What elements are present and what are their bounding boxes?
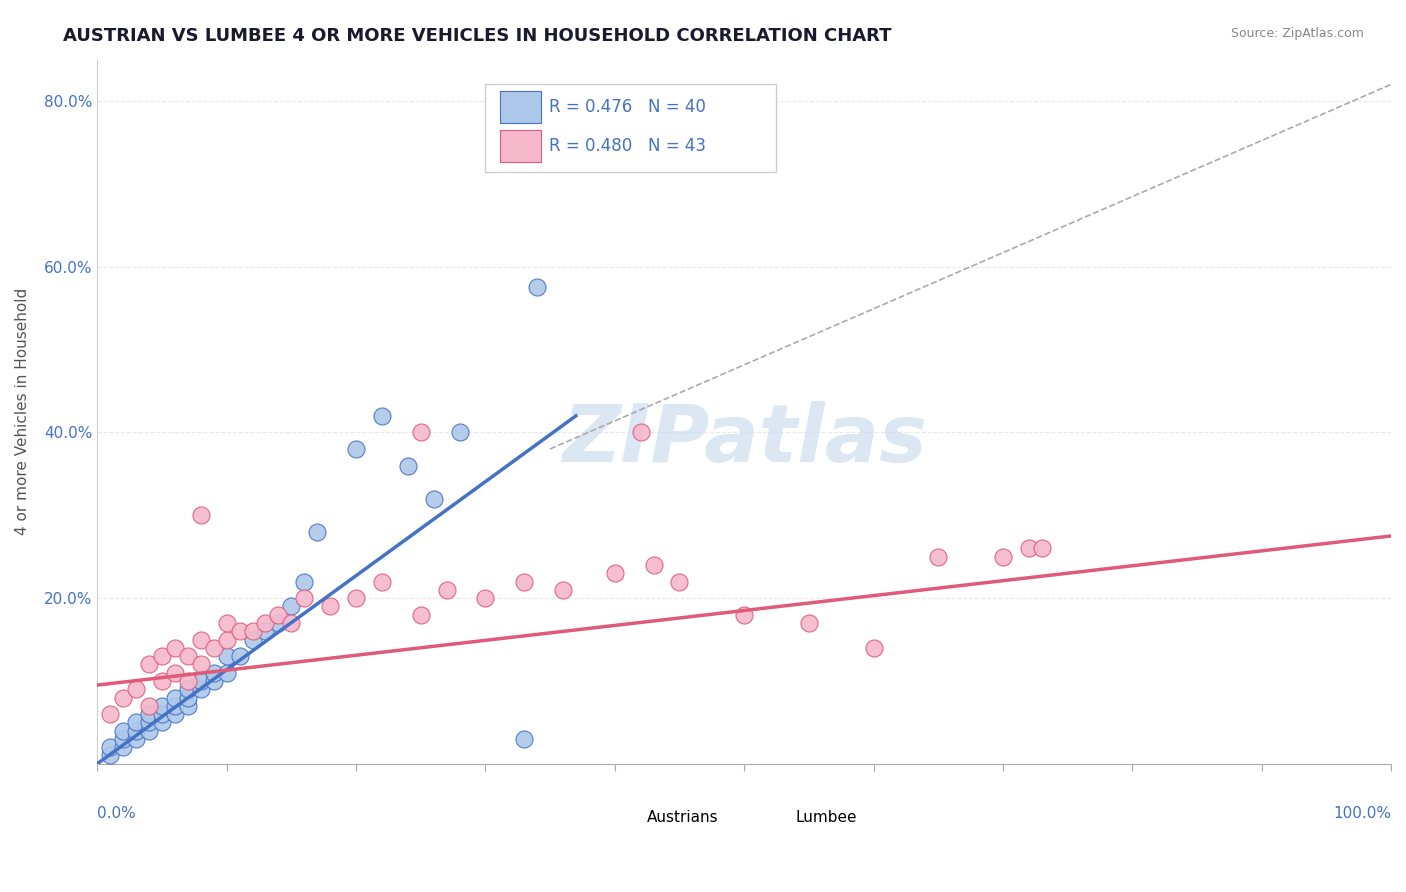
FancyBboxPatch shape — [499, 129, 541, 162]
Point — [267, 615, 290, 630]
Point — [396, 458, 419, 473]
Point — [138, 657, 160, 672]
Point — [202, 640, 225, 655]
Point — [138, 698, 160, 713]
Point — [177, 673, 200, 688]
Point — [98, 748, 121, 763]
Point — [150, 698, 173, 713]
Point — [254, 624, 277, 639]
Point — [150, 707, 173, 722]
Point — [98, 707, 121, 722]
Point — [927, 549, 949, 564]
Point — [163, 707, 186, 722]
Point — [190, 673, 212, 688]
Point — [991, 549, 1014, 564]
Point — [344, 442, 367, 456]
Point — [1018, 541, 1040, 556]
Point — [280, 615, 302, 630]
Point — [177, 649, 200, 664]
Point — [630, 425, 652, 440]
Point — [202, 665, 225, 680]
Point — [125, 715, 148, 730]
Point — [125, 731, 148, 746]
Text: Austrians: Austrians — [647, 810, 718, 825]
Point — [797, 615, 820, 630]
Point — [215, 665, 238, 680]
Point — [643, 558, 665, 572]
Point — [307, 524, 329, 539]
Point — [422, 491, 444, 506]
Point — [551, 582, 574, 597]
FancyBboxPatch shape — [485, 84, 776, 172]
Point — [344, 591, 367, 606]
Point — [150, 673, 173, 688]
Point — [292, 574, 315, 589]
Point — [292, 591, 315, 606]
Point — [190, 657, 212, 672]
Point — [177, 682, 200, 697]
Point — [112, 723, 135, 738]
Point — [112, 740, 135, 755]
Point — [150, 715, 173, 730]
Point — [150, 649, 173, 664]
Point — [371, 409, 394, 423]
Text: 0.0%: 0.0% — [97, 806, 136, 821]
Point — [190, 508, 212, 523]
Point — [242, 624, 264, 639]
Point — [138, 723, 160, 738]
Point — [215, 632, 238, 647]
Point — [513, 574, 536, 589]
Point — [215, 615, 238, 630]
Point — [513, 731, 536, 746]
Point — [1031, 541, 1053, 556]
Point — [409, 425, 432, 440]
Point — [125, 682, 148, 697]
Point — [163, 640, 186, 655]
Point — [603, 566, 626, 581]
Point — [371, 574, 394, 589]
Point — [228, 649, 250, 664]
Point — [526, 280, 548, 294]
Point — [202, 673, 225, 688]
Text: Lumbee: Lumbee — [796, 810, 858, 825]
Text: 100.0%: 100.0% — [1333, 806, 1391, 821]
Point — [280, 599, 302, 614]
Point — [733, 607, 755, 622]
Point — [177, 698, 200, 713]
Text: Source: ZipAtlas.com: Source: ZipAtlas.com — [1230, 27, 1364, 40]
Text: R = 0.476   N = 40: R = 0.476 N = 40 — [548, 98, 706, 116]
Point — [319, 599, 342, 614]
Point — [242, 632, 264, 647]
Point — [215, 649, 238, 664]
Point — [474, 591, 496, 606]
Point — [138, 715, 160, 730]
Point — [163, 665, 186, 680]
Point — [228, 624, 250, 639]
Text: R = 0.480   N = 43: R = 0.480 N = 43 — [548, 136, 706, 155]
Text: AUSTRIAN VS LUMBEE 4 OR MORE VEHICLES IN HOUSEHOLD CORRELATION CHART: AUSTRIAN VS LUMBEE 4 OR MORE VEHICLES IN… — [63, 27, 891, 45]
Point — [409, 607, 432, 622]
Text: ZIPatlas: ZIPatlas — [561, 401, 927, 479]
Point — [125, 723, 148, 738]
FancyBboxPatch shape — [499, 91, 541, 123]
Point — [98, 740, 121, 755]
Point — [449, 425, 471, 440]
Point — [177, 690, 200, 705]
Point — [138, 707, 160, 722]
Point — [862, 640, 884, 655]
Point — [254, 615, 277, 630]
FancyBboxPatch shape — [755, 806, 790, 829]
Point — [163, 698, 186, 713]
Point — [190, 682, 212, 697]
Point — [112, 690, 135, 705]
Point — [267, 607, 290, 622]
Point — [163, 690, 186, 705]
Point — [112, 731, 135, 746]
FancyBboxPatch shape — [606, 806, 643, 829]
Point — [436, 582, 458, 597]
Point — [190, 632, 212, 647]
Point — [668, 574, 690, 589]
Y-axis label: 4 or more Vehicles in Household: 4 or more Vehicles in Household — [15, 288, 30, 535]
